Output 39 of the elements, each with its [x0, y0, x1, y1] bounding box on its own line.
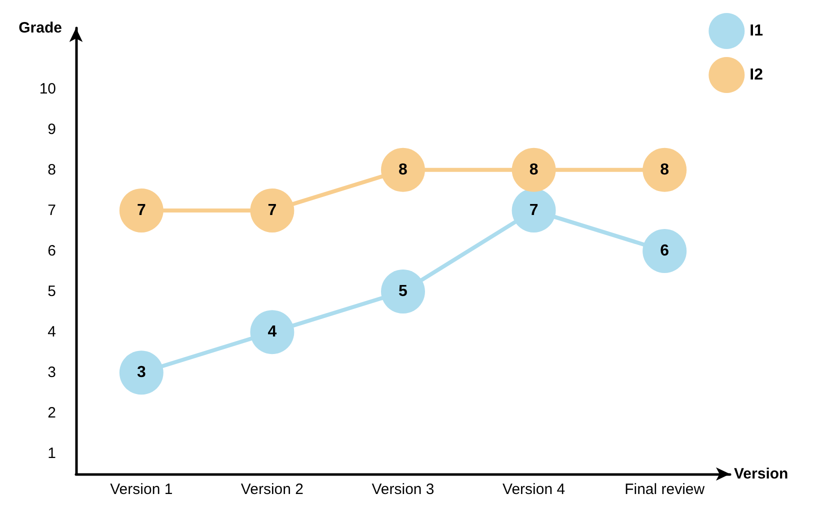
data-label: 7 — [268, 202, 277, 219]
y-tick-label: 5 — [48, 283, 56, 300]
point — [381, 270, 425, 314]
y-tick-label: 8 — [48, 161, 56, 178]
x-tick-label: Version 1 — [110, 481, 173, 498]
point — [512, 148, 556, 192]
y-axis-title: Grade — [18, 20, 62, 36]
legend-label: I1 — [750, 22, 764, 40]
point — [642, 148, 687, 192]
x-tick-label: Version 4 — [502, 481, 566, 498]
y-tick-label: 3 — [48, 364, 56, 382]
data-label: 8 — [398, 161, 408, 178]
y-tick-label: 10 — [39, 80, 56, 98]
data-label: 8 — [660, 161, 670, 178]
data-label: 6 — [660, 242, 670, 260]
data-label: 8 — [529, 161, 538, 178]
y-tick-label: 7 — [48, 202, 56, 219]
x-axis-title: Version — [734, 466, 788, 482]
point — [642, 229, 687, 273]
y-tick-label: 6 — [48, 242, 56, 260]
y-tick-label: 2 — [48, 404, 56, 422]
point — [250, 188, 294, 232]
x-tick-label: Final review — [624, 481, 705, 498]
x-tick-label: Version 3 — [372, 481, 434, 498]
data-label: 5 — [398, 283, 408, 300]
legend-label: I2 — [750, 66, 764, 84]
point — [119, 350, 164, 395]
point — [250, 310, 294, 354]
y-tick-label: 4 — [48, 324, 56, 341]
data-label: 7 — [136, 202, 146, 219]
y-tick-label: 1 — [48, 445, 56, 462]
data-label: 3 — [136, 364, 146, 382]
data-label: 7 — [529, 202, 538, 219]
point — [381, 148, 425, 192]
point — [119, 188, 164, 232]
data-label: 4 — [268, 324, 277, 341]
x-tick-label: Version 2 — [240, 481, 304, 498]
y-tick-label: 9 — [48, 120, 56, 138]
point — [512, 188, 556, 232]
